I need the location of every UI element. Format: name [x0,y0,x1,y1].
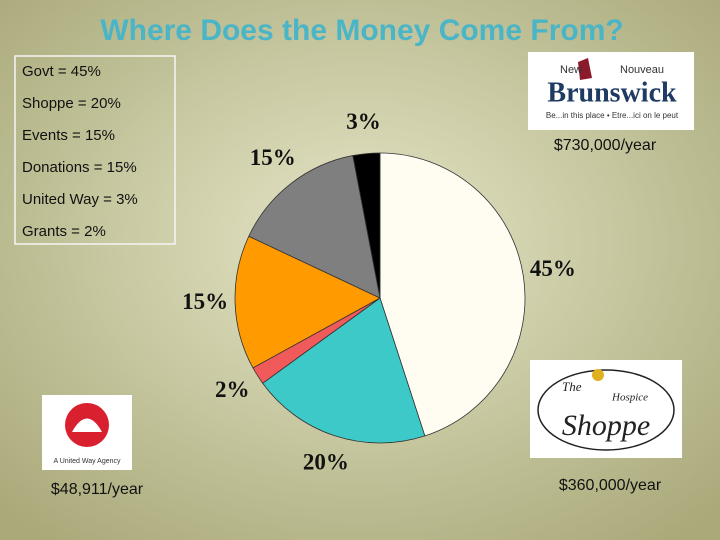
value-label: 15% [182,289,228,314]
pie: 45% 20% 2% 15% 15% 3% [182,109,576,475]
legend-box [14,55,176,245]
nb-tagline: Be...in this place • Etre...ici on le pe… [546,111,679,120]
amount: $730,000/year [554,137,657,154]
amount: $48,911/year [51,481,144,498]
nb-new: New [560,64,582,76]
pie-slice [379,152,526,437]
value-label: 15% [250,145,296,170]
pie-slice [234,235,381,369]
legend-line: Grants = 2% [22,223,106,240]
value-label: 20% [303,450,349,475]
shoppe-the: The [562,379,582,394]
shoppe-oval [537,369,675,451]
shoppe-name: Shoppe [562,409,650,442]
value-label: 3% [346,109,381,134]
shoppe-hospice: Hospice [611,392,648,404]
legend-line: United Way = 3% [22,191,138,208]
legend-lines: Govt = 45% Shoppe = 20% Events = 15% Donati… [22,63,138,240]
chart-title: Where Does the Money Come From? [100,14,623,47]
pie-slice [248,155,381,299]
shoppe-flower [592,369,604,381]
shoppe-logo [530,360,682,458]
uw-caption: A United Way Agency [53,458,121,465]
amount: $360,000/year [559,477,662,494]
uw-hand [72,418,102,432]
value-label: 45% [530,256,576,281]
nb-ship [578,58,592,80]
pie-slice [262,297,426,444]
legend-line: Shoppe = 20% [22,95,121,112]
legend-line: Donations = 15% [22,159,137,176]
nb-name: Brunswick [547,77,677,108]
pie-slice [352,152,381,299]
nb-nouveau: Nouveau [620,64,664,76]
value-label: 2% [215,377,250,402]
legend-line: Govt = 45% [22,63,101,80]
nb-logo [528,52,694,130]
legend-line: Events = 15% [22,127,115,144]
